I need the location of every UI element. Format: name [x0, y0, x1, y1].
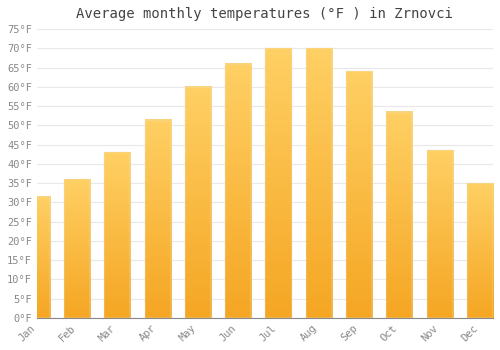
Bar — [24, 197, 50, 318]
Bar — [144, 120, 171, 318]
Title: Average monthly temperatures (°F ) in Zrnovci: Average monthly temperatures (°F ) in Zr… — [76, 7, 454, 21]
Bar — [426, 150, 453, 318]
Bar — [104, 152, 130, 318]
Bar — [64, 179, 90, 318]
Bar — [266, 48, 291, 318]
Bar — [306, 48, 332, 318]
Bar — [225, 64, 252, 318]
Bar — [386, 112, 412, 318]
Bar — [185, 87, 211, 318]
Bar — [346, 71, 372, 318]
Bar — [467, 183, 493, 318]
